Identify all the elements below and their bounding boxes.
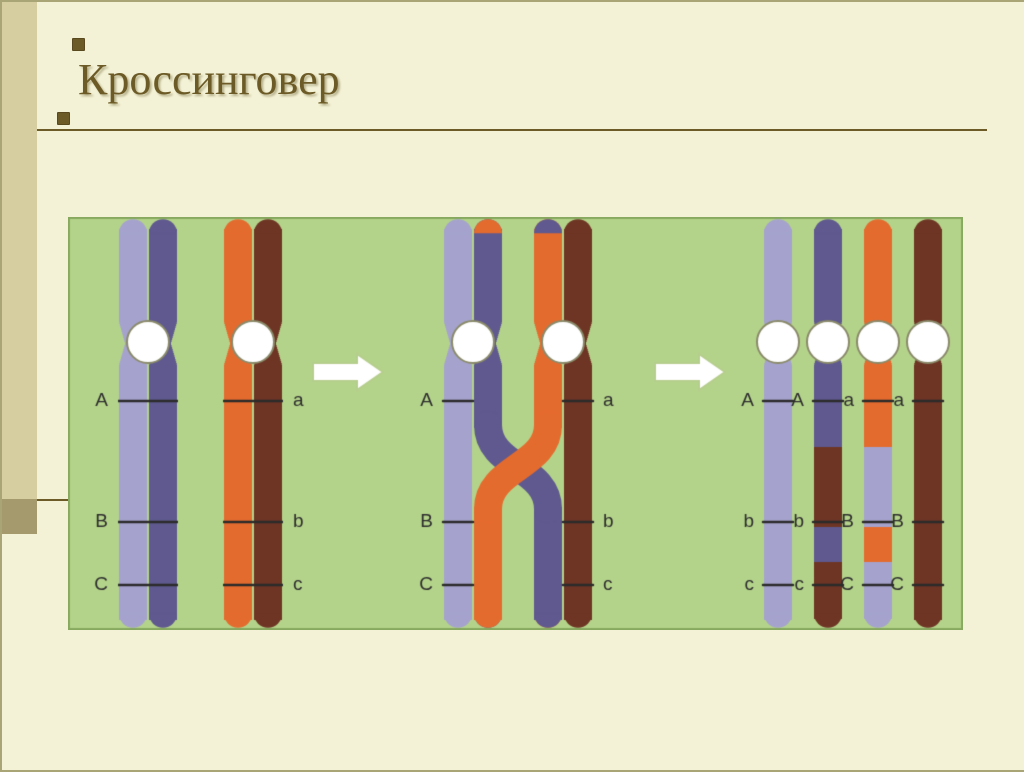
title-box: Кроссинговер <box>78 40 430 118</box>
crossover-diagram <box>68 217 963 630</box>
slide-title: Кроссинговер <box>78 54 340 105</box>
title-hr <box>37 129 987 131</box>
accent-corner <box>2 499 37 534</box>
accent-bar <box>2 2 37 499</box>
title-dot-bottom <box>57 112 70 125</box>
